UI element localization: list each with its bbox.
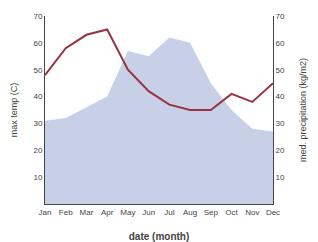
svg-text:Jan: Jan bbox=[39, 208, 52, 217]
svg-text:60: 60 bbox=[276, 39, 285, 48]
svg-text:70: 70 bbox=[33, 12, 42, 21]
svg-text:30: 30 bbox=[33, 119, 42, 128]
svg-text:Mar: Mar bbox=[80, 208, 94, 217]
svg-text:70: 70 bbox=[276, 12, 285, 21]
svg-text:Oct: Oct bbox=[225, 208, 238, 217]
svg-text:Nov: Nov bbox=[245, 208, 259, 217]
svg-text:Jun: Jun bbox=[142, 208, 155, 217]
svg-text:10: 10 bbox=[33, 173, 42, 182]
svg-text:Apr: Apr bbox=[101, 208, 114, 217]
svg-text:Sep: Sep bbox=[204, 208, 219, 217]
svg-text:40: 40 bbox=[33, 92, 42, 101]
svg-text:50: 50 bbox=[33, 66, 42, 75]
svg-text:20: 20 bbox=[276, 146, 285, 155]
svg-text:Dec: Dec bbox=[266, 208, 280, 217]
svg-text:50: 50 bbox=[276, 66, 285, 75]
svg-text:40: 40 bbox=[276, 92, 285, 101]
svg-text:10: 10 bbox=[276, 173, 285, 182]
svg-text:max temp (C): max temp (C) bbox=[9, 83, 19, 138]
svg-text:Aug: Aug bbox=[183, 208, 197, 217]
svg-text:20: 20 bbox=[33, 146, 42, 155]
svg-text:date (month): date (month) bbox=[129, 231, 190, 242]
svg-text:60: 60 bbox=[33, 39, 42, 48]
svg-text:May: May bbox=[120, 208, 135, 217]
svg-text:Jul: Jul bbox=[164, 208, 174, 217]
svg-text:med. precipitation (kg/m2): med. precipitation (kg/m2) bbox=[298, 58, 308, 162]
svg-text:30: 30 bbox=[276, 119, 285, 128]
svg-text:Feb: Feb bbox=[59, 208, 73, 217]
